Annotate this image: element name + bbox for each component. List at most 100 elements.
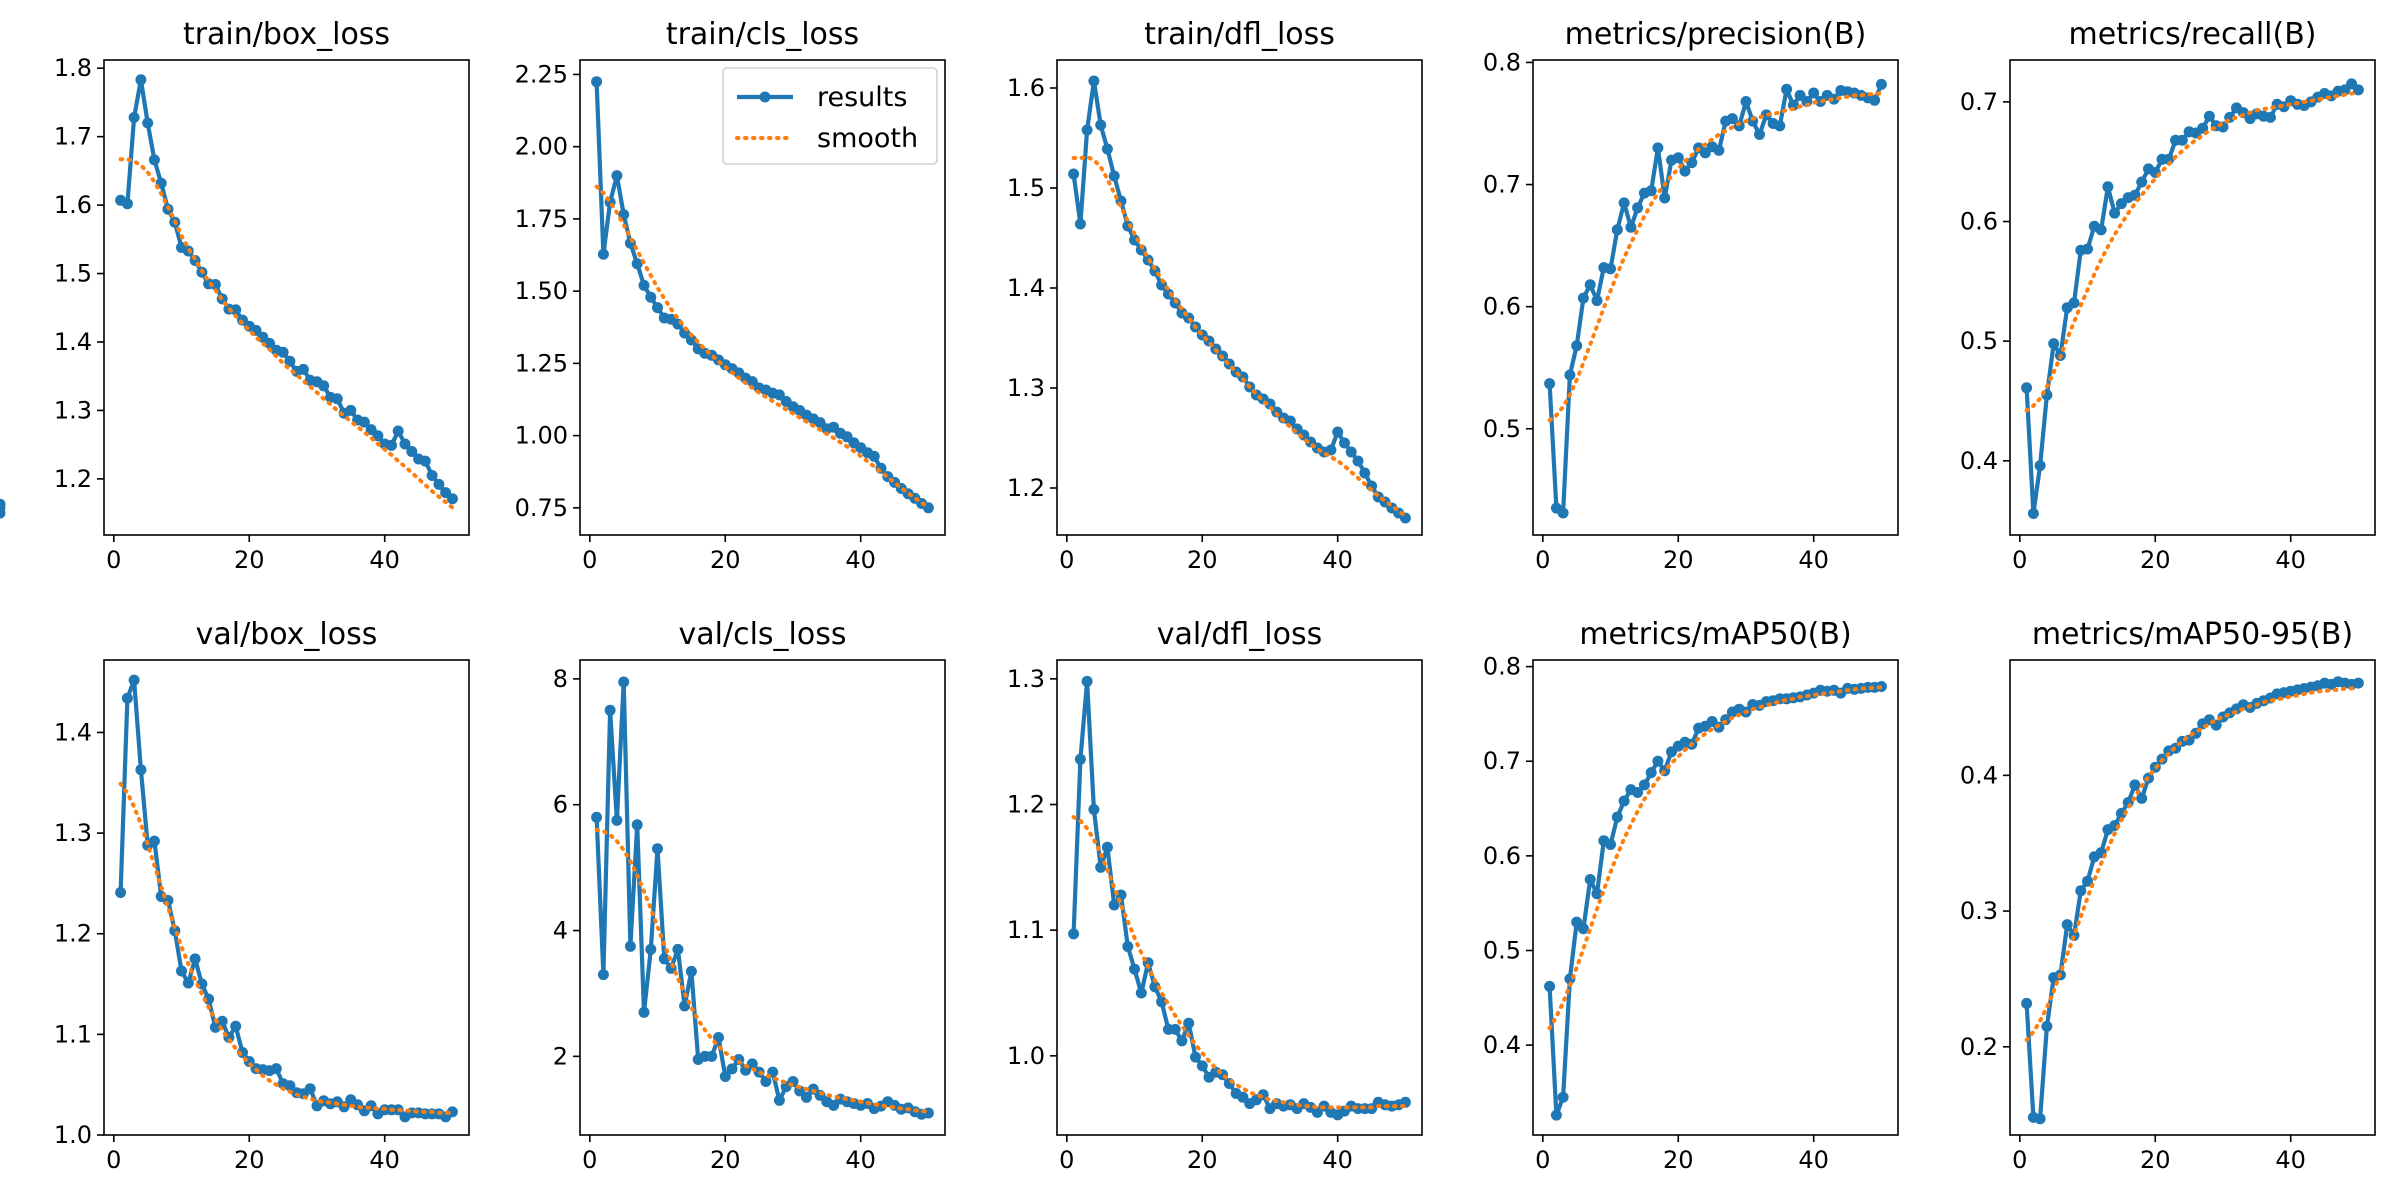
results-point [1618, 197, 1630, 209]
results-point [135, 764, 147, 776]
subplot-title: val/dfl_loss [1157, 617, 1322, 652]
results-point [270, 1063, 282, 1075]
y-tick-label: 0.5 [1483, 415, 1521, 443]
smooth-line [118, 781, 455, 1115]
subplot-3: train/dfl_loss 1.2 1.3 1.4 1.5 1.6 0 20 40 [1007, 17, 1423, 574]
results-point [1645, 185, 1657, 197]
y-tick-label: 1.2 [54, 465, 92, 493]
plot-frame [1056, 659, 1423, 1136]
y-tick-label: 1.00 [515, 422, 568, 450]
x-tick-label: 40 [845, 1146, 876, 1174]
results-point [1183, 1017, 1195, 1029]
y-tick-label: 1.3 [54, 819, 92, 847]
results-point [182, 977, 194, 989]
results-point [1068, 168, 1080, 180]
subplot-1: train/box_loss 1.2 1.3 1.4 1.5 1.6 1.7 1.8 0 20 40 [0, 17, 470, 574]
subplot-title: val/cls_loss [679, 617, 847, 652]
results-point [1550, 1109, 1562, 1121]
subplot-title: train/box_loss [183, 17, 390, 52]
results-point [773, 389, 785, 401]
y-tick-label: 1.4 [1007, 274, 1045, 302]
x-tick-label: 0 [106, 1146, 121, 1174]
results-point [1754, 129, 1765, 140]
results-point [2176, 134, 2188, 146]
results-point [2197, 122, 2209, 134]
results-point [597, 969, 609, 981]
results-point [591, 76, 603, 88]
results-point [1074, 218, 1086, 230]
results-point [176, 965, 187, 977]
y-tick-label: 6 [553, 791, 568, 819]
results-point [426, 470, 438, 481]
results-point [1740, 96, 1752, 107]
y-tick-label: 0.7 [1483, 747, 1521, 775]
subplot-9: metrics/mAP50(B) 0.4 0.5 0.6 0.7 0.8 0 20 40 [1483, 617, 1899, 1174]
results-point [1571, 340, 1583, 352]
results-point [685, 334, 697, 346]
y-tick-label: 0.6 [1483, 842, 1521, 870]
subplot-title: train/cls_loss [666, 17, 859, 52]
results-point [2136, 176, 2148, 188]
results-point [1713, 144, 1725, 156]
results-point [685, 965, 697, 977]
results-point [209, 279, 221, 290]
results-point [1571, 916, 1583, 928]
x-tick-label: 20 [234, 1146, 265, 1174]
results-point [638, 279, 650, 291]
results-point [706, 1050, 718, 1062]
y-tick-label: 1.4 [54, 718, 92, 746]
results-point [386, 439, 397, 451]
results-point [2034, 1113, 2046, 1125]
results-point [1645, 767, 1657, 779]
results-point [297, 363, 309, 375]
results-point [284, 1080, 296, 1092]
subplot-title: train/dfl_loss [1144, 17, 1335, 52]
results-point [189, 953, 201, 965]
plot-frame [1056, 59, 1423, 536]
smooth-line [1071, 154, 1408, 518]
results-point [1869, 94, 1881, 106]
results-point [645, 291, 657, 303]
y-tick-label: 2.25 [515, 60, 568, 88]
plot-frame [579, 659, 946, 1136]
results-point [284, 355, 296, 367]
results-point [773, 1094, 785, 1106]
results-point [631, 819, 643, 831]
y-tick-label: 0.7 [1960, 88, 1998, 116]
y-tick-label: 0.8 [1483, 48, 1521, 76]
results-point [652, 843, 663, 855]
results-point [1135, 987, 1147, 999]
y-tick-label: 1.7 [54, 123, 92, 151]
y-tick-label: 0.4 [1960, 447, 1998, 475]
plot-frame [579, 59, 946, 536]
subplot-title: metrics/recall(B) [2068, 17, 2316, 52]
legend-smooth-label: smooth [817, 123, 918, 154]
x-tick-label: 0 [1059, 1146, 1074, 1174]
results-point [1122, 220, 1134, 232]
results-point [719, 1071, 731, 1082]
results-point [358, 416, 370, 428]
results-point [1679, 165, 1691, 177]
results-point [1074, 753, 1086, 765]
results-point [1652, 755, 1664, 767]
y-tick-label: 4 [553, 917, 568, 945]
results-point [2136, 792, 2148, 804]
plot-frame [2009, 59, 2376, 536]
results-point [672, 943, 684, 955]
plot-frame [2009, 659, 2376, 1136]
y-tick-label: 0.4 [1960, 761, 1998, 789]
plot-frame [103, 59, 470, 536]
results-point [2082, 875, 2093, 887]
legend-results-marker [759, 91, 771, 103]
x-tick-label: 40 [369, 546, 400, 574]
x-tick-label: 0 [582, 546, 597, 574]
results-point [1081, 124, 1093, 136]
plot-frame [1532, 59, 1899, 536]
results-point [1672, 152, 1684, 164]
results-point [2027, 508, 2039, 519]
results-point [1190, 1051, 1201, 1063]
results-point [624, 940, 636, 952]
results-point [128, 674, 140, 686]
x-tick-label: 20 [710, 546, 741, 574]
y-tick-label: 1.25 [515, 349, 568, 377]
